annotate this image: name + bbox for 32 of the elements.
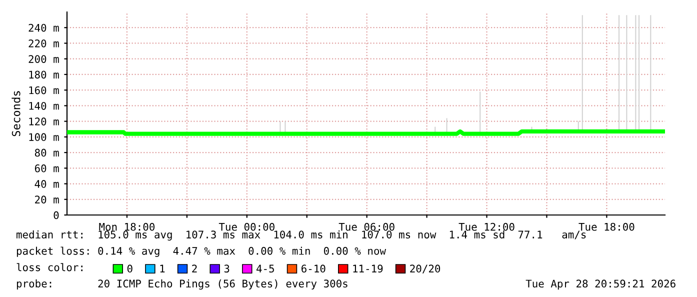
y-tick-label: 120 m [29, 118, 59, 126]
y-tick-label: 220 m [28, 39, 59, 48]
y-tick-label: 200 m [28, 55, 59, 63]
legend-label: 11-19 [353, 264, 383, 273]
legend-title: loss color: [16, 263, 82, 272]
text: median rtt: 105.0 ms avg 107.3 ms max 104.0 ms min 107.0 ms now 1.4 ms sd 77.1 am/s [16, 230, 586, 241]
legend-label: 3 [224, 264, 230, 273]
x-tick-label: Tue 06:00 [338, 222, 394, 231]
legend-label: 20/20 [410, 264, 440, 274]
y-tick-label: 60 m [34, 164, 59, 172]
x-tick-label: Mon 18:00 [99, 222, 155, 231]
y-tick-label: 40 m [34, 180, 59, 188]
y-tick-label: 100 m [29, 133, 59, 142]
legend-label: 4-5 [256, 264, 274, 273]
y-tick-label: 240 m [28, 24, 59, 32]
legend-label: 1 [160, 264, 165, 272]
x-tick-label: Tue 00:00 [218, 222, 274, 231]
x-tick-label: Tue 12:00 [458, 222, 514, 231]
y-tick-label: 180 m [29, 70, 59, 79]
text: Tue Apr 28 20:59:21 2026 [526, 280, 676, 290]
text: packet loss: 0.14 % avg 4.47 % max 0.00 % min 0.00 % now [16, 246, 386, 257]
legend-label: 0 [127, 264, 132, 273]
y-axis-title: Seconds [12, 91, 20, 136]
y-tick-label: 140 m [29, 102, 59, 110]
x-tick-label: Tue 18:00 [578, 222, 634, 231]
y-tick-label: 20 m [35, 196, 59, 204]
y-tick-label: 160 m [29, 86, 59, 94]
y-tick-label: 0 [54, 211, 59, 220]
text: probe: 20 ICMP Echo Pings (56 Bytes) every 300s [16, 279, 348, 290]
y-tick-label: 80 m [34, 148, 59, 157]
legend-label: 2 [192, 264, 197, 272]
legend-label: 6-10 [302, 264, 326, 273]
